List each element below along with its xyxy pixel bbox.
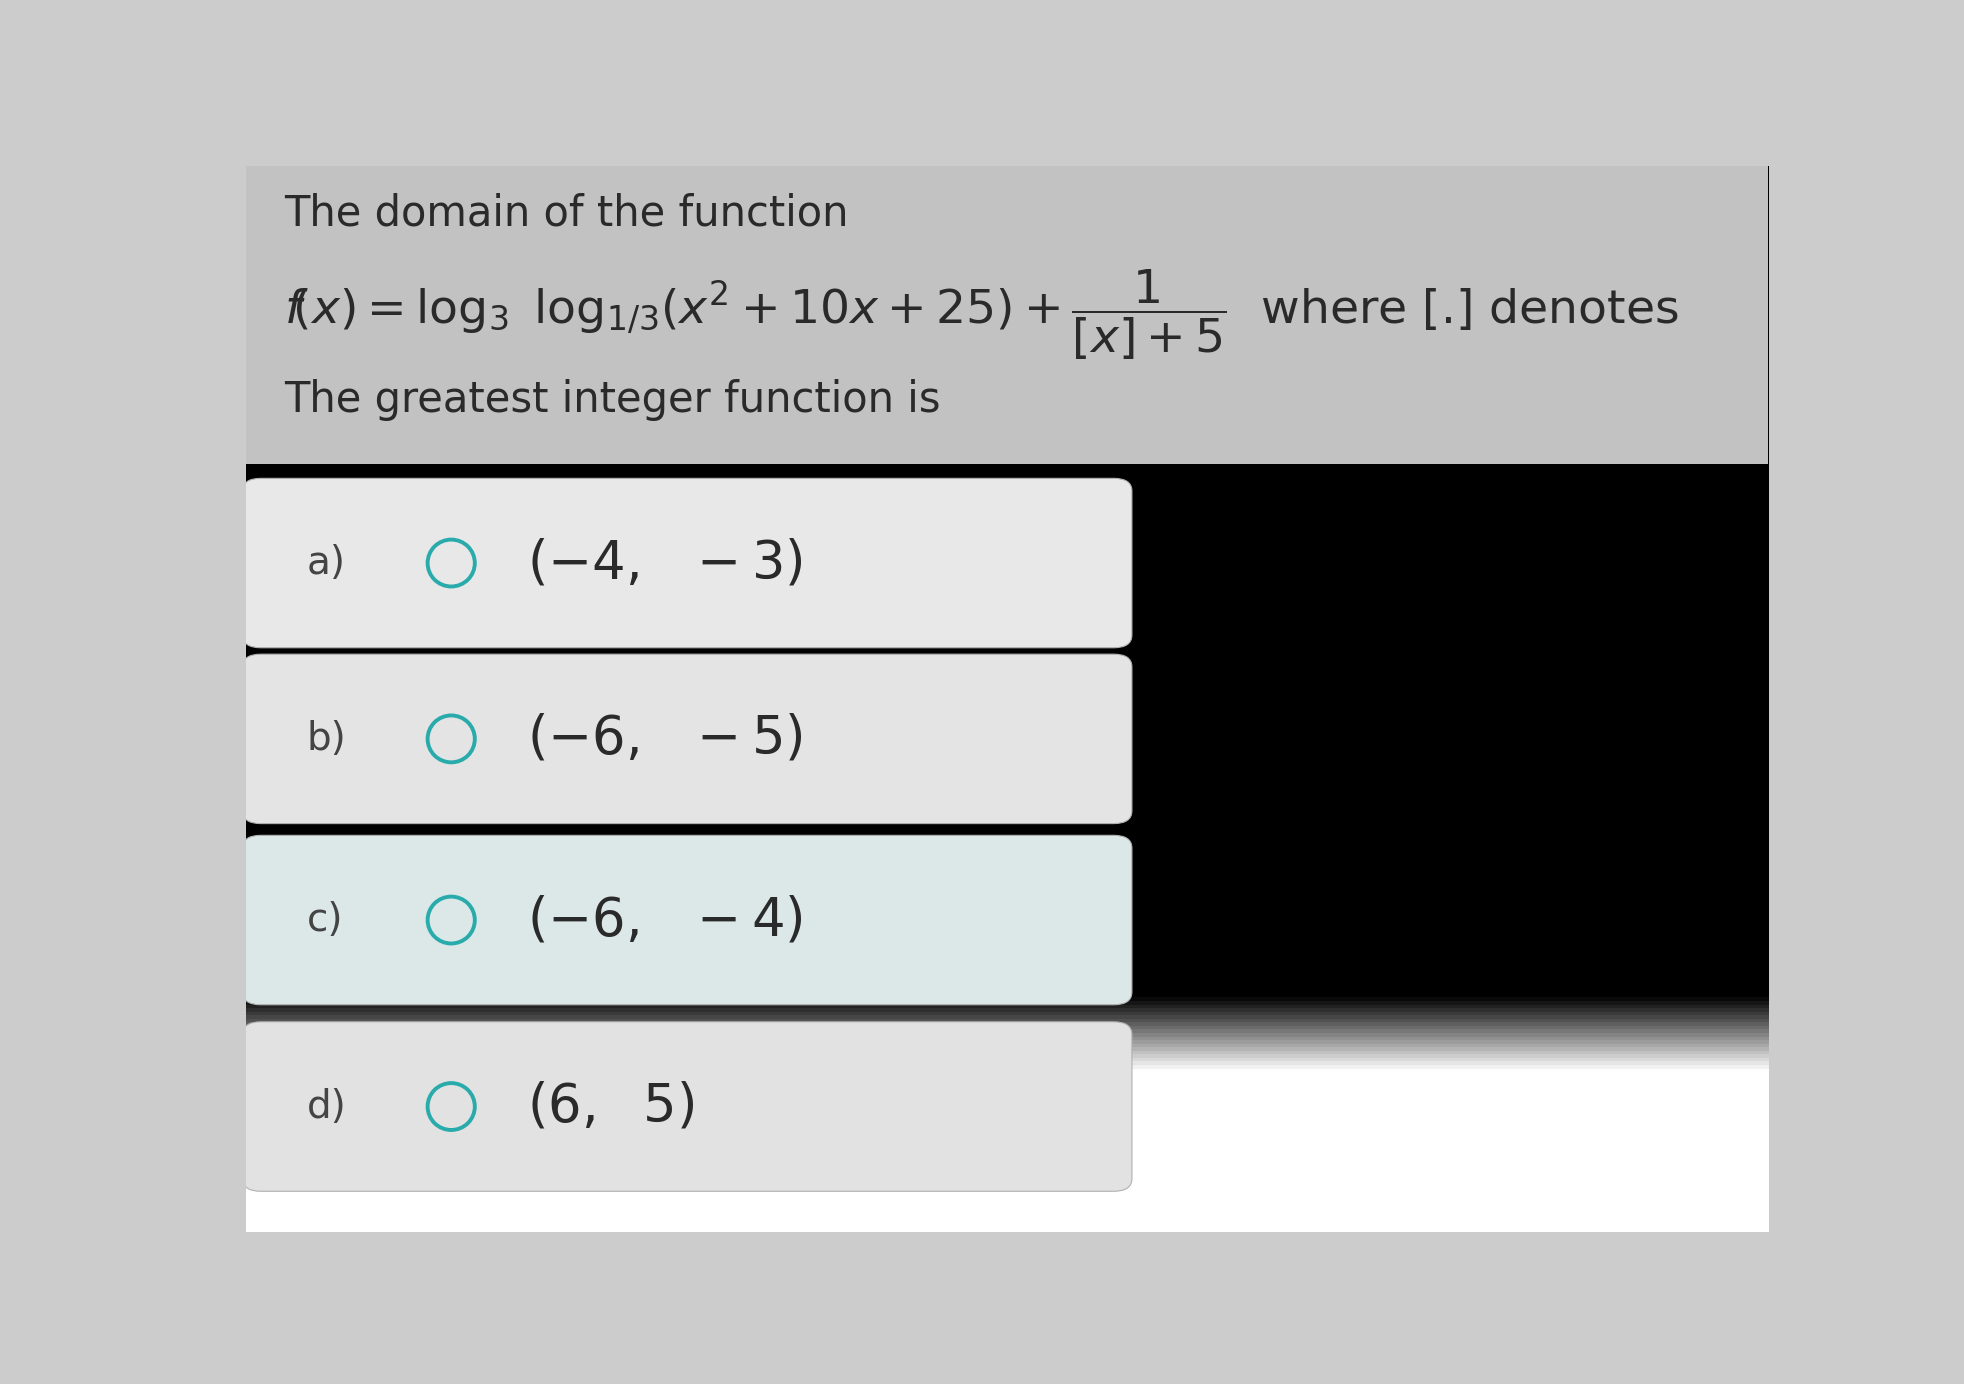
FancyBboxPatch shape bbox=[242, 836, 1131, 1005]
Text: $(-6,\ \ -5)$: $(-6,\ \ -5)$ bbox=[526, 713, 803, 765]
Text: $(-4,\ \ -3)$: $(-4,\ \ -3)$ bbox=[526, 537, 803, 590]
Text: b): b) bbox=[306, 720, 346, 758]
Text: d): d) bbox=[306, 1088, 346, 1125]
FancyBboxPatch shape bbox=[242, 1021, 1131, 1192]
Text: The greatest integer function is: The greatest integer function is bbox=[283, 379, 939, 421]
Text: $(6,\ \ 5)$: $(6,\ \ 5)$ bbox=[526, 1081, 693, 1132]
Text: $f\!\left(x\right) = \log_3\ \log_{1/3}\!\left(x^2 + 10x + 25\right) + \dfrac{1}: $f\!\left(x\right) = \log_3\ \log_{1/3}\… bbox=[283, 267, 1677, 363]
FancyBboxPatch shape bbox=[242, 655, 1131, 823]
FancyBboxPatch shape bbox=[246, 166, 1768, 465]
Text: c): c) bbox=[306, 901, 344, 940]
Text: $(-6,\ \ -4)$: $(-6,\ \ -4)$ bbox=[526, 894, 803, 947]
Text: a): a) bbox=[306, 544, 346, 583]
Text: The domain of the function: The domain of the function bbox=[283, 192, 848, 235]
FancyBboxPatch shape bbox=[242, 479, 1131, 648]
